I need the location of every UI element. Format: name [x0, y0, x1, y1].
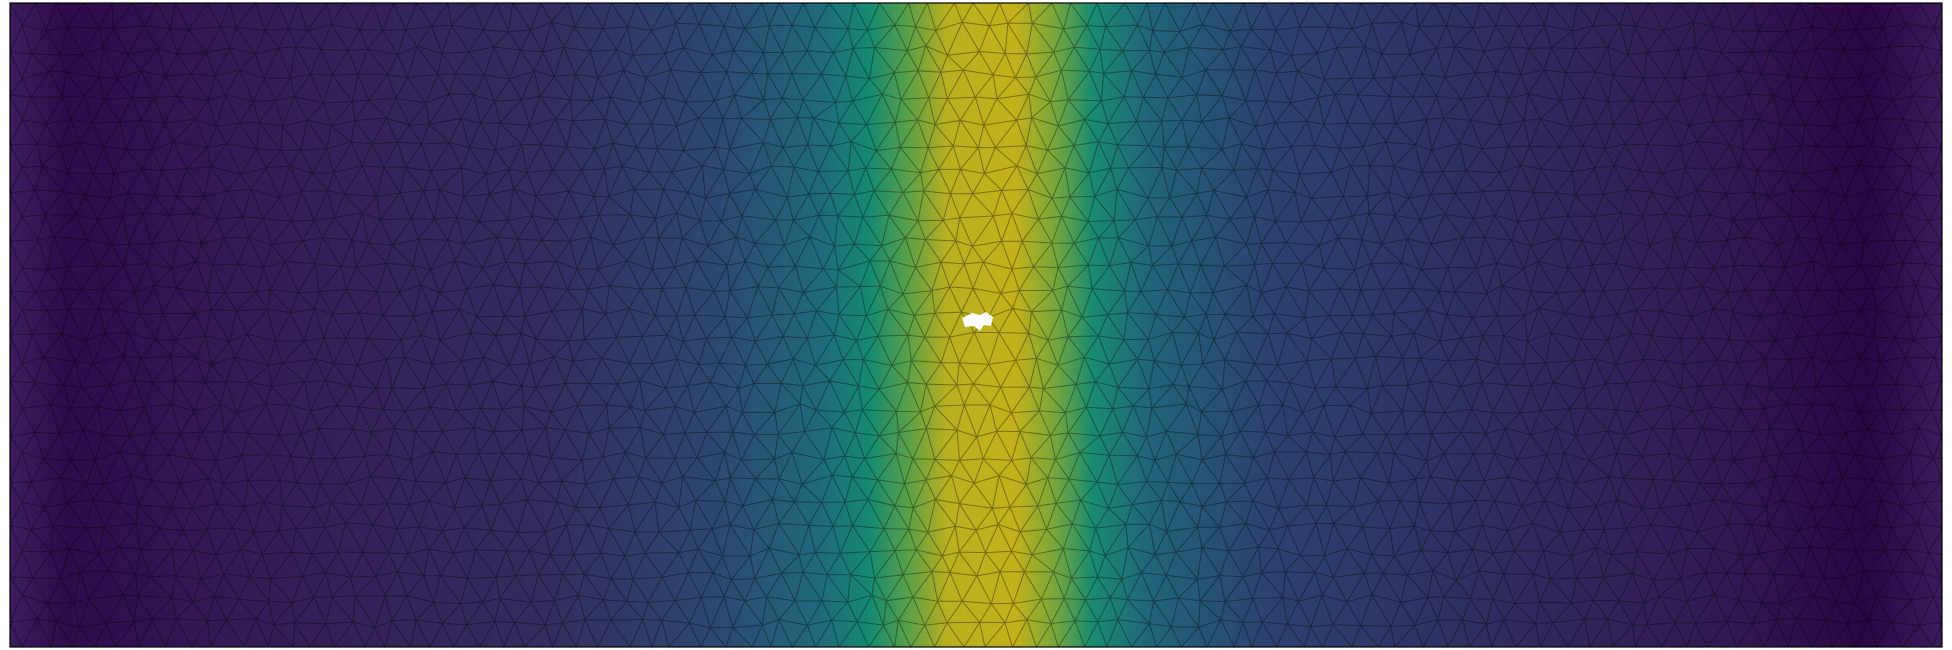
mesh-edges: [10, 3, 1942, 647]
frame: [9, 2, 1943, 648]
mesh: [10, 3, 1942, 647]
hole: [962, 312, 993, 331]
